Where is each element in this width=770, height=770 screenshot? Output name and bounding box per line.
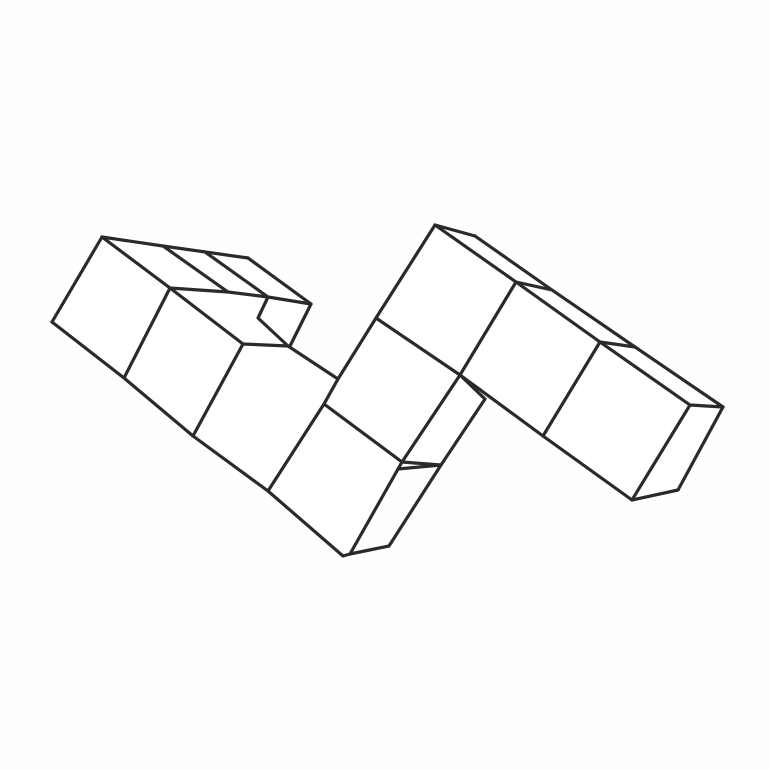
riser-top-front xyxy=(433,223,518,284)
right-arm-bottom-edge xyxy=(458,373,680,502)
right-arm xyxy=(458,234,725,502)
lower-arm-end-front xyxy=(348,460,404,556)
riser-mid-divider xyxy=(374,316,462,377)
lower-arm-top-to-corner xyxy=(322,377,404,464)
lower-arm-cube-divider-2 xyxy=(191,342,245,438)
right-arm-back-edge xyxy=(473,234,725,409)
riser-top-edge xyxy=(433,223,477,238)
structure-outline xyxy=(50,223,725,558)
left-arm-top-divider-2 xyxy=(203,250,270,299)
right-arm-end-side xyxy=(676,405,725,492)
lower-left-arm-fill xyxy=(52,225,723,556)
lower-arm-bottom-edge xyxy=(50,320,352,558)
right-arm-top-divider xyxy=(598,340,637,349)
riser-side-bottom xyxy=(348,463,443,556)
left-arm-top-right-edge xyxy=(246,256,313,306)
lower-arm-cube-divider-1 xyxy=(122,286,172,380)
left-arm-top-faces xyxy=(100,235,340,381)
middle-riser xyxy=(336,223,518,556)
lower-arm-cube-divider-3 xyxy=(266,402,326,493)
left-arm-top-inner-edge xyxy=(168,286,245,346)
left-arm-top-divider-1 xyxy=(161,244,230,294)
back-arm-end-vertical xyxy=(288,302,313,348)
solid-fill xyxy=(52,225,723,556)
back-arm-end-inner xyxy=(256,295,290,348)
back-arm-end-block xyxy=(256,295,313,348)
right-arm-end-front xyxy=(630,403,692,502)
right-arm-cube-divider-1 xyxy=(541,340,602,438)
left-arm-top-front-edge xyxy=(100,235,313,306)
right-arm-top-front-edge xyxy=(514,280,725,409)
right-arm-top-front xyxy=(514,280,554,292)
lower-arm-left-side xyxy=(50,235,104,324)
